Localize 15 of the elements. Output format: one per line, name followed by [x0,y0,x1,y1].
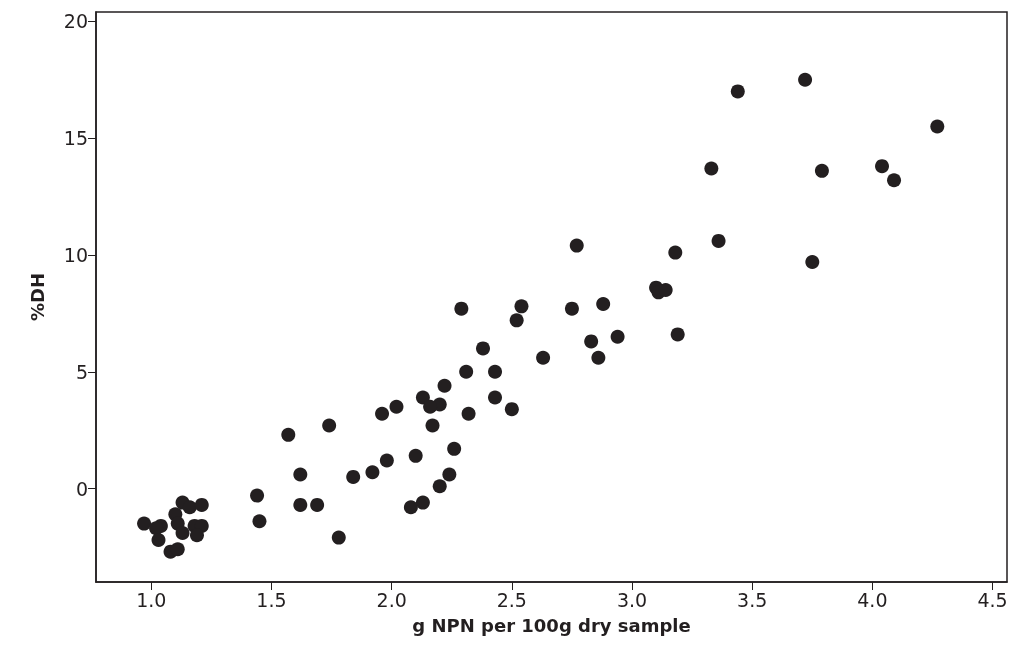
y-tick-label: 15 [63,127,88,150]
x-tick-label: 1.0 [136,588,167,611]
x-tick-label: 3.0 [616,588,648,611]
x-tick-label: 4.5 [977,588,1008,611]
x-tick-label: 2.0 [376,588,407,611]
x-tick-label: 3.5 [737,588,768,611]
y-tick-label: 5 [75,360,88,383]
y-tick-label: 10 [63,243,88,266]
y-tick-label: 20 [63,10,88,33]
x-tick-label: 4.0 [857,588,888,611]
y-axis-title: %DH [26,272,48,322]
x-axis-title: g NPN per 100g dry sample [412,614,691,636]
y-tick-label: 0 [75,477,88,500]
x-tick-label: 2.5 [496,588,527,611]
x-tick-label: 1.5 [256,588,287,611]
